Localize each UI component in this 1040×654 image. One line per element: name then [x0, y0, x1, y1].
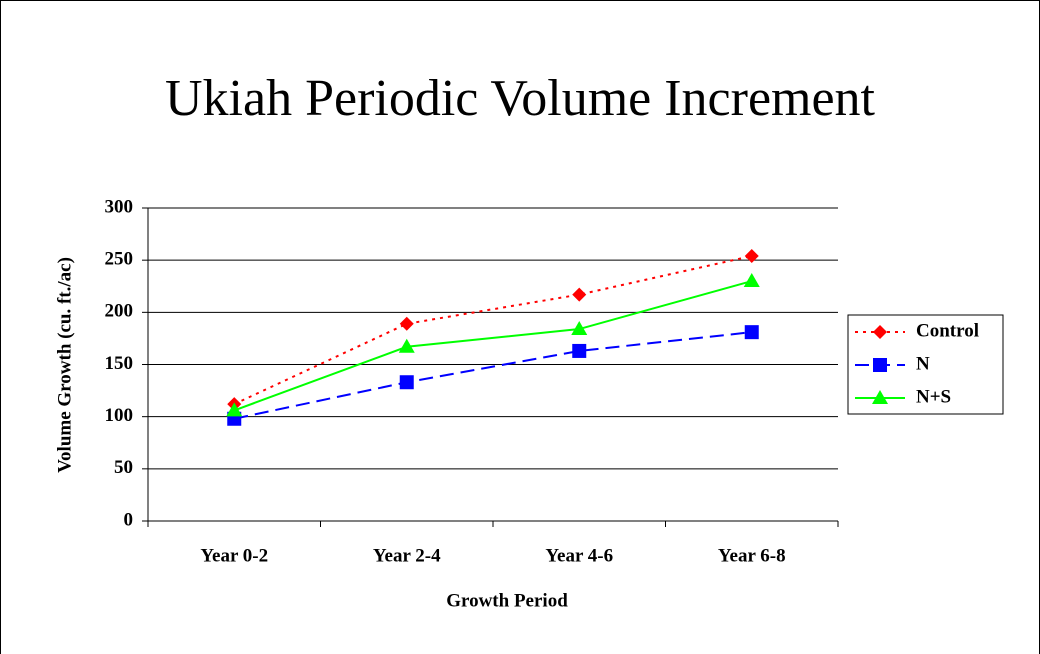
x-tick-label: Year 4-6: [545, 545, 613, 566]
data-point: [571, 321, 588, 336]
data-point: [744, 248, 759, 263]
x-axis-label: Growth Period: [446, 590, 568, 611]
y-tick-label: 300: [105, 196, 134, 217]
legend-marker: [873, 358, 887, 372]
series-line: [233, 280, 753, 412]
y-tick-label: 150: [105, 353, 134, 374]
chart-title: Ukiah Periodic Volume Increment: [165, 70, 876, 127]
data-point: [572, 287, 587, 302]
y-tick-label: 100: [105, 405, 134, 426]
x-tick-label: Year 6-8: [718, 545, 786, 566]
x-tick-label: Year 2-4: [373, 545, 441, 566]
y-axis-label: Volume Growth (cu. ft./ac): [54, 257, 75, 473]
legend-marker: [873, 325, 887, 339]
data-point: [399, 316, 414, 331]
data-point: [743, 273, 760, 288]
legend-label: Control: [916, 320, 979, 341]
x-tick-label: Year 0-2: [200, 545, 268, 566]
y-tick-label: 50: [114, 457, 133, 478]
legend-label: N+S: [916, 386, 951, 407]
data-point: [399, 375, 414, 390]
data-point: [398, 338, 415, 353]
y-tick-label: 0: [124, 509, 134, 530]
data-point: [744, 325, 759, 340]
legend-marker: [872, 390, 888, 404]
y-tick-label: 250: [105, 249, 134, 270]
data-point: [572, 343, 587, 358]
legend-label: N: [916, 353, 930, 374]
data-point: [226, 402, 243, 417]
y-tick-label: 200: [105, 301, 134, 322]
series-line: [234, 331, 752, 420]
